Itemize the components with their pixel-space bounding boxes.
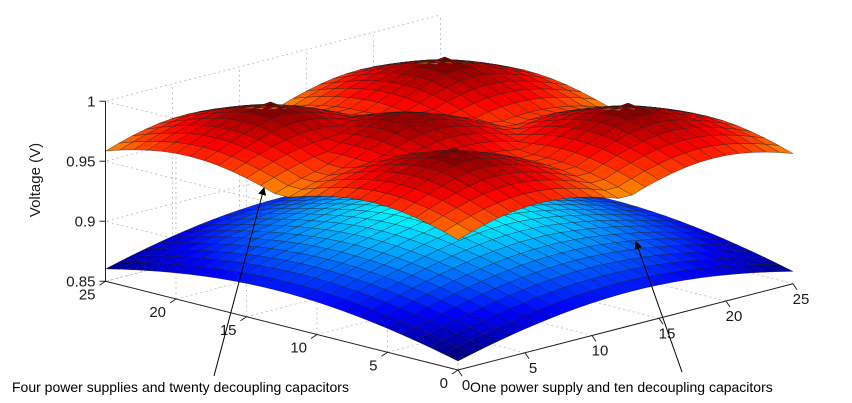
annotation-arrow — [634, 241, 683, 373]
x-tick-label: 25 — [793, 291, 810, 308]
x-tick-mark — [591, 335, 597, 342]
surfaces — [105, 56, 794, 362]
x-tick-mark — [457, 369, 463, 377]
y-tick-mark — [381, 351, 388, 357]
x-tick-label: 5 — [529, 360, 537, 377]
z-tick-label: 1 — [87, 93, 95, 110]
z-tick-label: 0.95 — [66, 153, 95, 170]
z-tick-label: 0.85 — [66, 273, 95, 290]
annotation-label: Four power supplies and twenty decouplin… — [12, 379, 349, 395]
y-tick-label: 5 — [369, 357, 377, 374]
x-tick-label: 0 — [462, 377, 470, 394]
y-tick-label: 20 — [149, 304, 166, 321]
x-tick-label: 20 — [726, 308, 743, 325]
annotation-arrow — [213, 187, 267, 377]
y-tick-mark — [240, 316, 247, 322]
y-tick-label: 10 — [290, 340, 307, 357]
axes — [99, 100, 798, 377]
y-tick-mark — [99, 280, 106, 286]
z-tick-label: 0.9 — [75, 213, 96, 230]
y-tick-mark — [451, 369, 459, 375]
x-tick-label: 15 — [659, 325, 676, 342]
x-tick-mark — [725, 300, 731, 308]
x-tick-mark — [792, 283, 798, 291]
annotations: Four power supplies and twenty decouplin… — [12, 187, 773, 395]
x-axis-line — [457, 283, 794, 371]
x-tick-mark — [658, 317, 664, 325]
annotation-label: One power supply and ten decoupling capa… — [470, 379, 773, 395]
y-tick-mark — [169, 298, 177, 304]
y-tick-mark — [310, 334, 318, 339]
y-tick-label: 15 — [220, 322, 237, 339]
surface-facet — [765, 264, 794, 272]
surface-facet — [765, 144, 794, 154]
x-tick-label: 10 — [592, 343, 609, 360]
x-tick-mark — [524, 352, 530, 360]
y-axis-line — [105, 280, 459, 371]
y-tick-label: 25 — [79, 286, 96, 303]
z-axis-label: Voltage (V) — [27, 143, 44, 217]
y-tick-label: 0 — [440, 375, 448, 392]
